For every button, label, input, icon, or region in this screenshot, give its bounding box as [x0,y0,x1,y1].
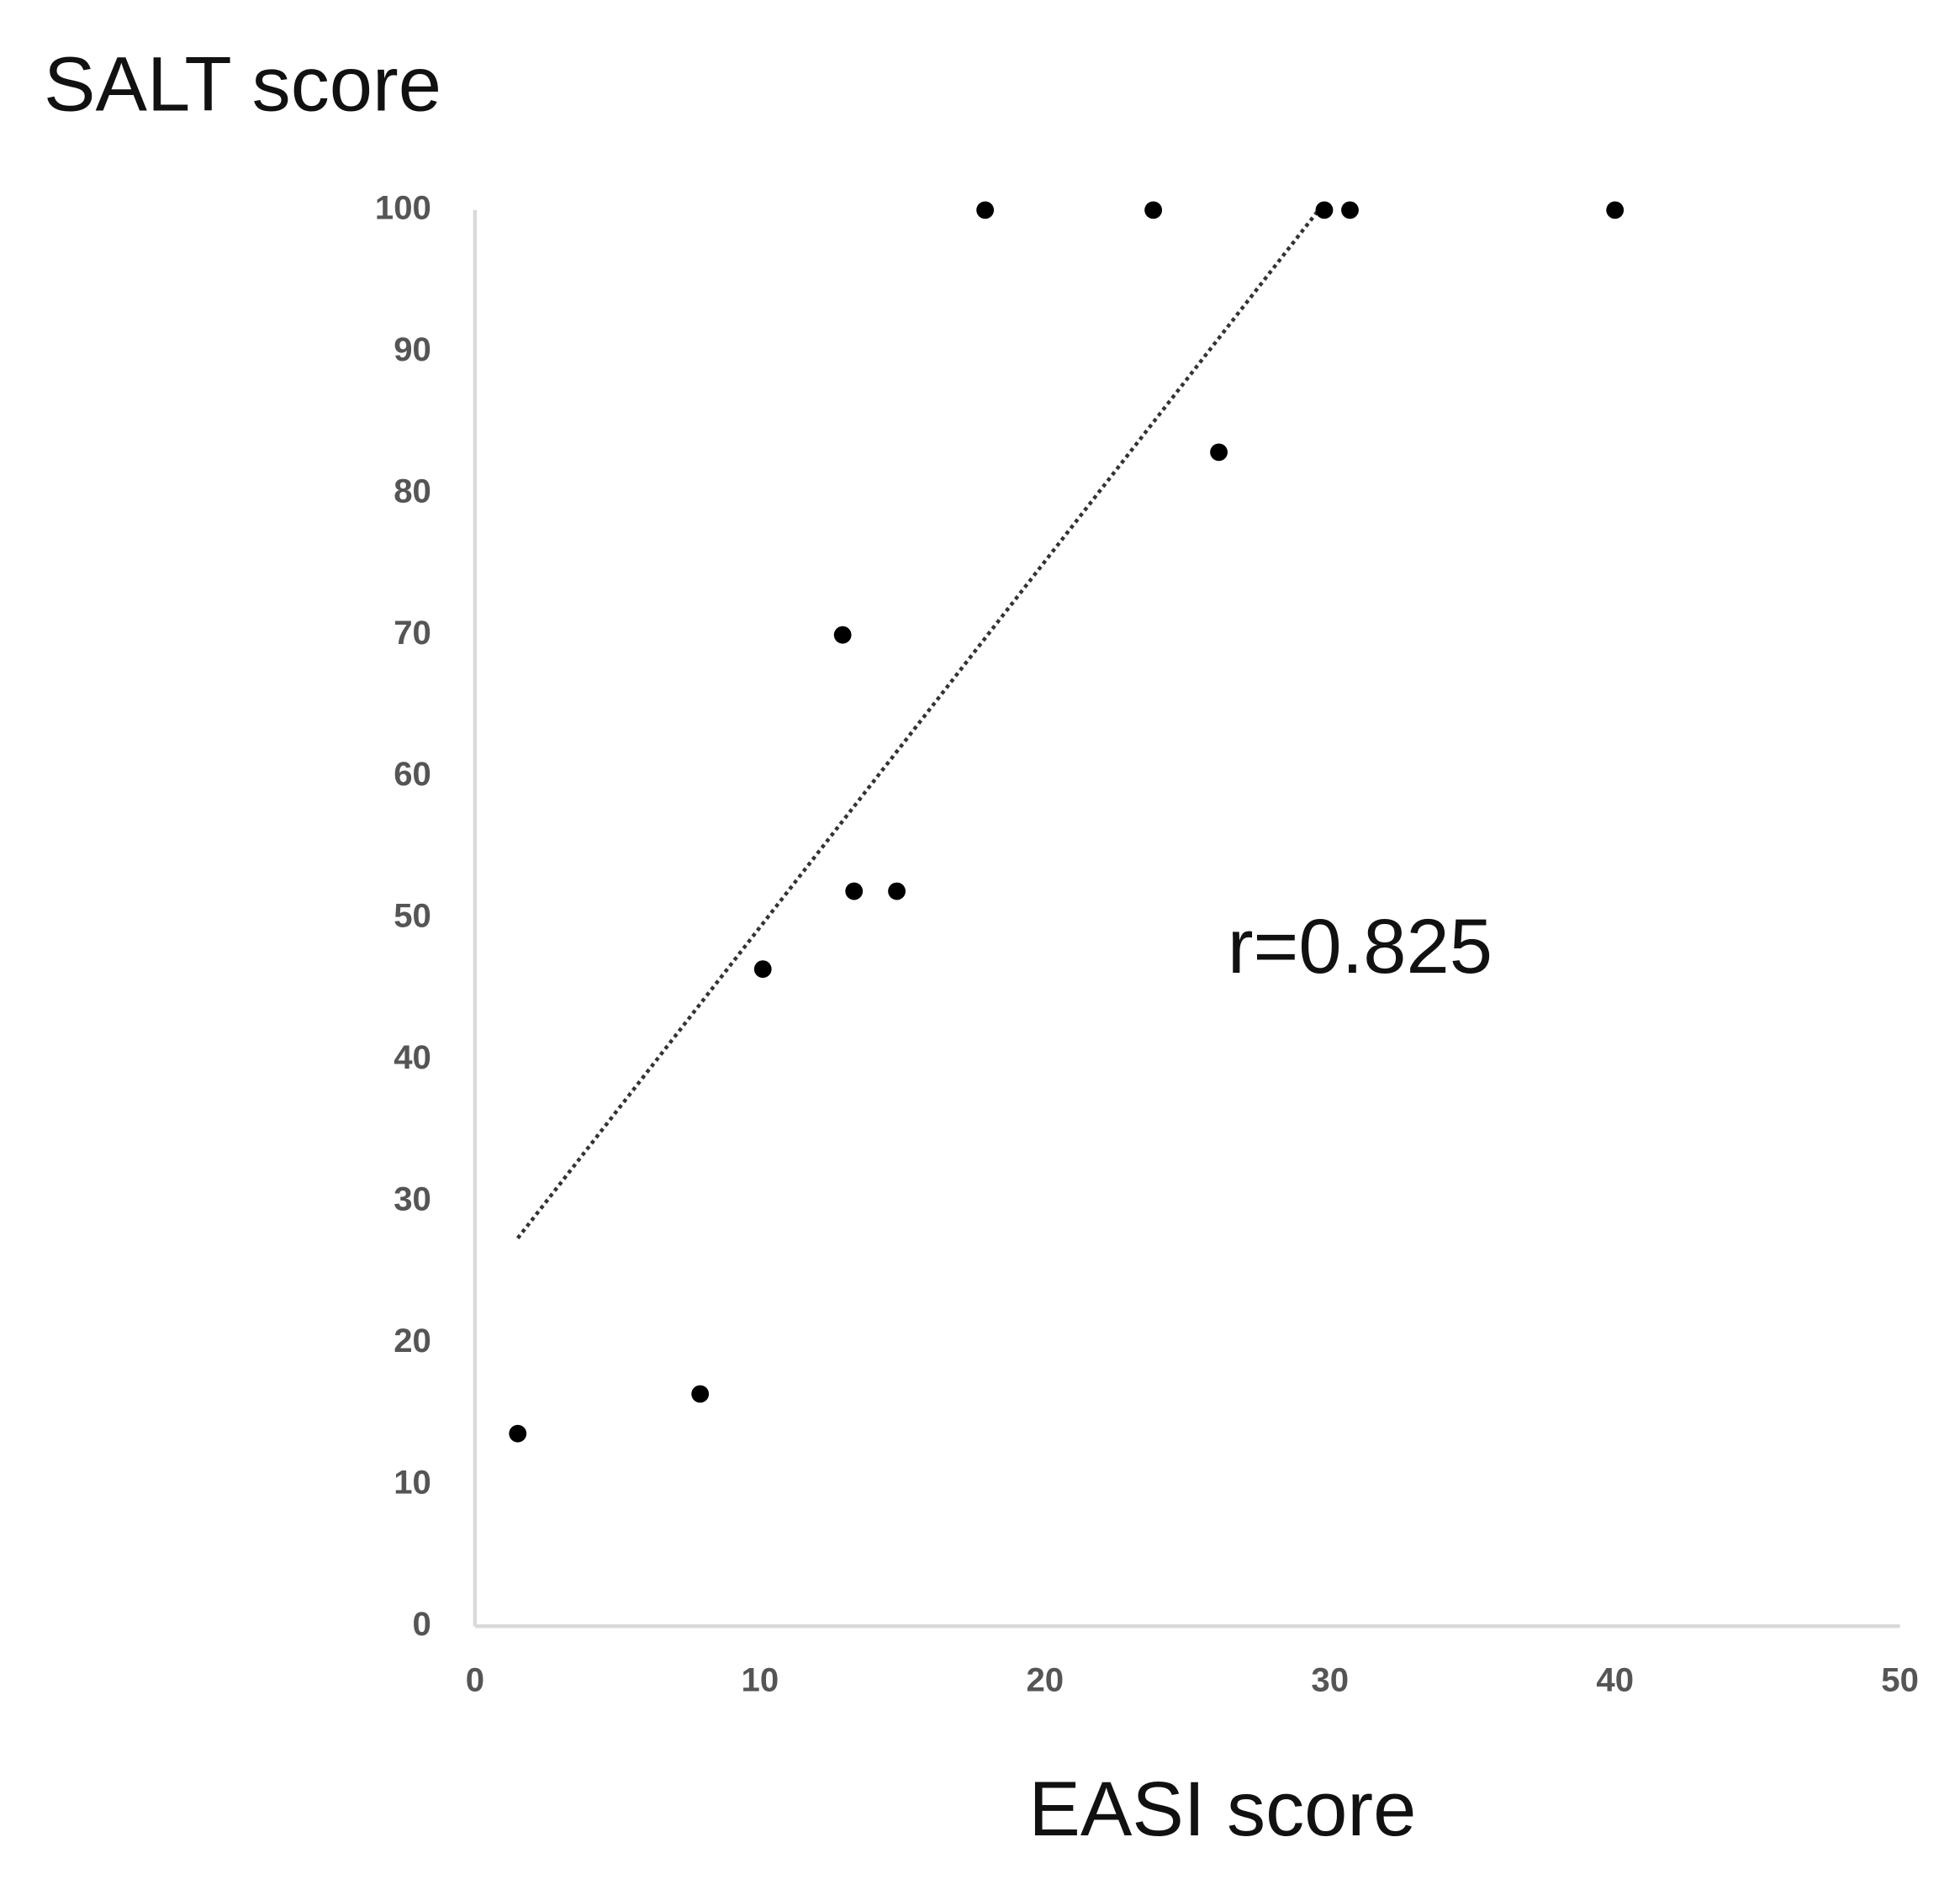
y-tick-label: 50 [394,897,431,935]
x-tick-label: 0 [466,1661,484,1699]
point [976,201,995,219]
y-tick-label: 100 [375,188,431,226]
point [1210,443,1228,462]
point [1606,201,1625,219]
y-tick-label: 70 [394,614,431,652]
point [691,1385,710,1403]
y-tick-label: 90 [394,330,431,368]
y-tick-label: 20 [394,1322,431,1359]
y-tick-label: 10 [394,1463,431,1501]
x-tick-label: 50 [1881,1661,1919,1699]
y-tick-label: 30 [394,1180,431,1217]
y-axis-title: SALT score [44,41,441,128]
x-axis-title: EASI score [1028,1766,1416,1852]
point [509,1424,527,1443]
x-tick-label: 10 [742,1661,779,1699]
point [1315,201,1334,219]
point [1144,201,1163,219]
y-tick-label: 80 [394,472,431,509]
point [888,882,906,900]
trendline [515,209,1320,1240]
point [1341,201,1359,219]
x-tick-label: 30 [1311,1661,1349,1699]
y-tick-label: 40 [394,1038,431,1076]
annotation: r=0.825 [1228,903,1492,990]
x-tick-label: 40 [1596,1661,1634,1699]
y-tick-label: 60 [394,755,431,793]
point [845,882,864,900]
point [833,626,852,644]
y-tick-label: 0 [413,1605,431,1643]
x-tick-label: 20 [1026,1661,1064,1699]
point [753,960,772,979]
